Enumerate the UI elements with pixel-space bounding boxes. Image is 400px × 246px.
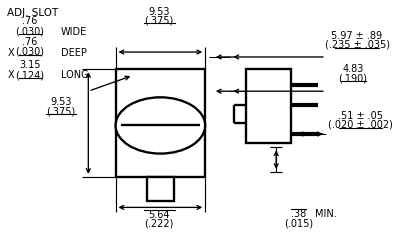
Text: 9.53: 9.53 — [148, 7, 170, 16]
Text: (.222): (.222) — [144, 219, 174, 229]
Text: 9.53: 9.53 — [50, 97, 72, 107]
Text: 5.64: 5.64 — [148, 210, 170, 220]
Text: MIN.: MIN. — [315, 209, 337, 219]
Text: (.020 ± .002): (.020 ± .002) — [328, 120, 393, 130]
Bar — [116, 69, 205, 177]
Text: (.124): (.124) — [15, 70, 44, 80]
Text: (.030): (.030) — [16, 47, 44, 57]
Text: (.190): (.190) — [339, 73, 368, 83]
Text: (.375): (.375) — [144, 16, 174, 26]
Text: .76: .76 — [22, 16, 38, 26]
Bar — [246, 69, 291, 143]
Text: LONG: LONG — [61, 70, 89, 80]
Text: .38: .38 — [291, 209, 306, 219]
Bar — [147, 177, 174, 201]
Text: (.235 ± .035): (.235 ± .035) — [324, 40, 390, 50]
Text: X: X — [8, 47, 14, 58]
Text: ADJ. SLOT: ADJ. SLOT — [6, 8, 58, 18]
Text: (.015): (.015) — [284, 218, 313, 228]
Text: X: X — [8, 70, 14, 80]
Text: WIDE: WIDE — [61, 27, 87, 37]
Circle shape — [116, 97, 205, 154]
Text: 5.97 ± .89: 5.97 ± .89 — [332, 31, 382, 41]
Text: (.030): (.030) — [16, 26, 44, 36]
Text: 4.83: 4.83 — [342, 64, 364, 74]
Text: DEEP: DEEP — [61, 47, 87, 58]
Text: 3.15: 3.15 — [19, 61, 41, 70]
Text: .51 ± .05: .51 ± .05 — [338, 110, 384, 121]
Text: .76: .76 — [22, 37, 38, 47]
Text: (.375): (.375) — [46, 107, 76, 117]
